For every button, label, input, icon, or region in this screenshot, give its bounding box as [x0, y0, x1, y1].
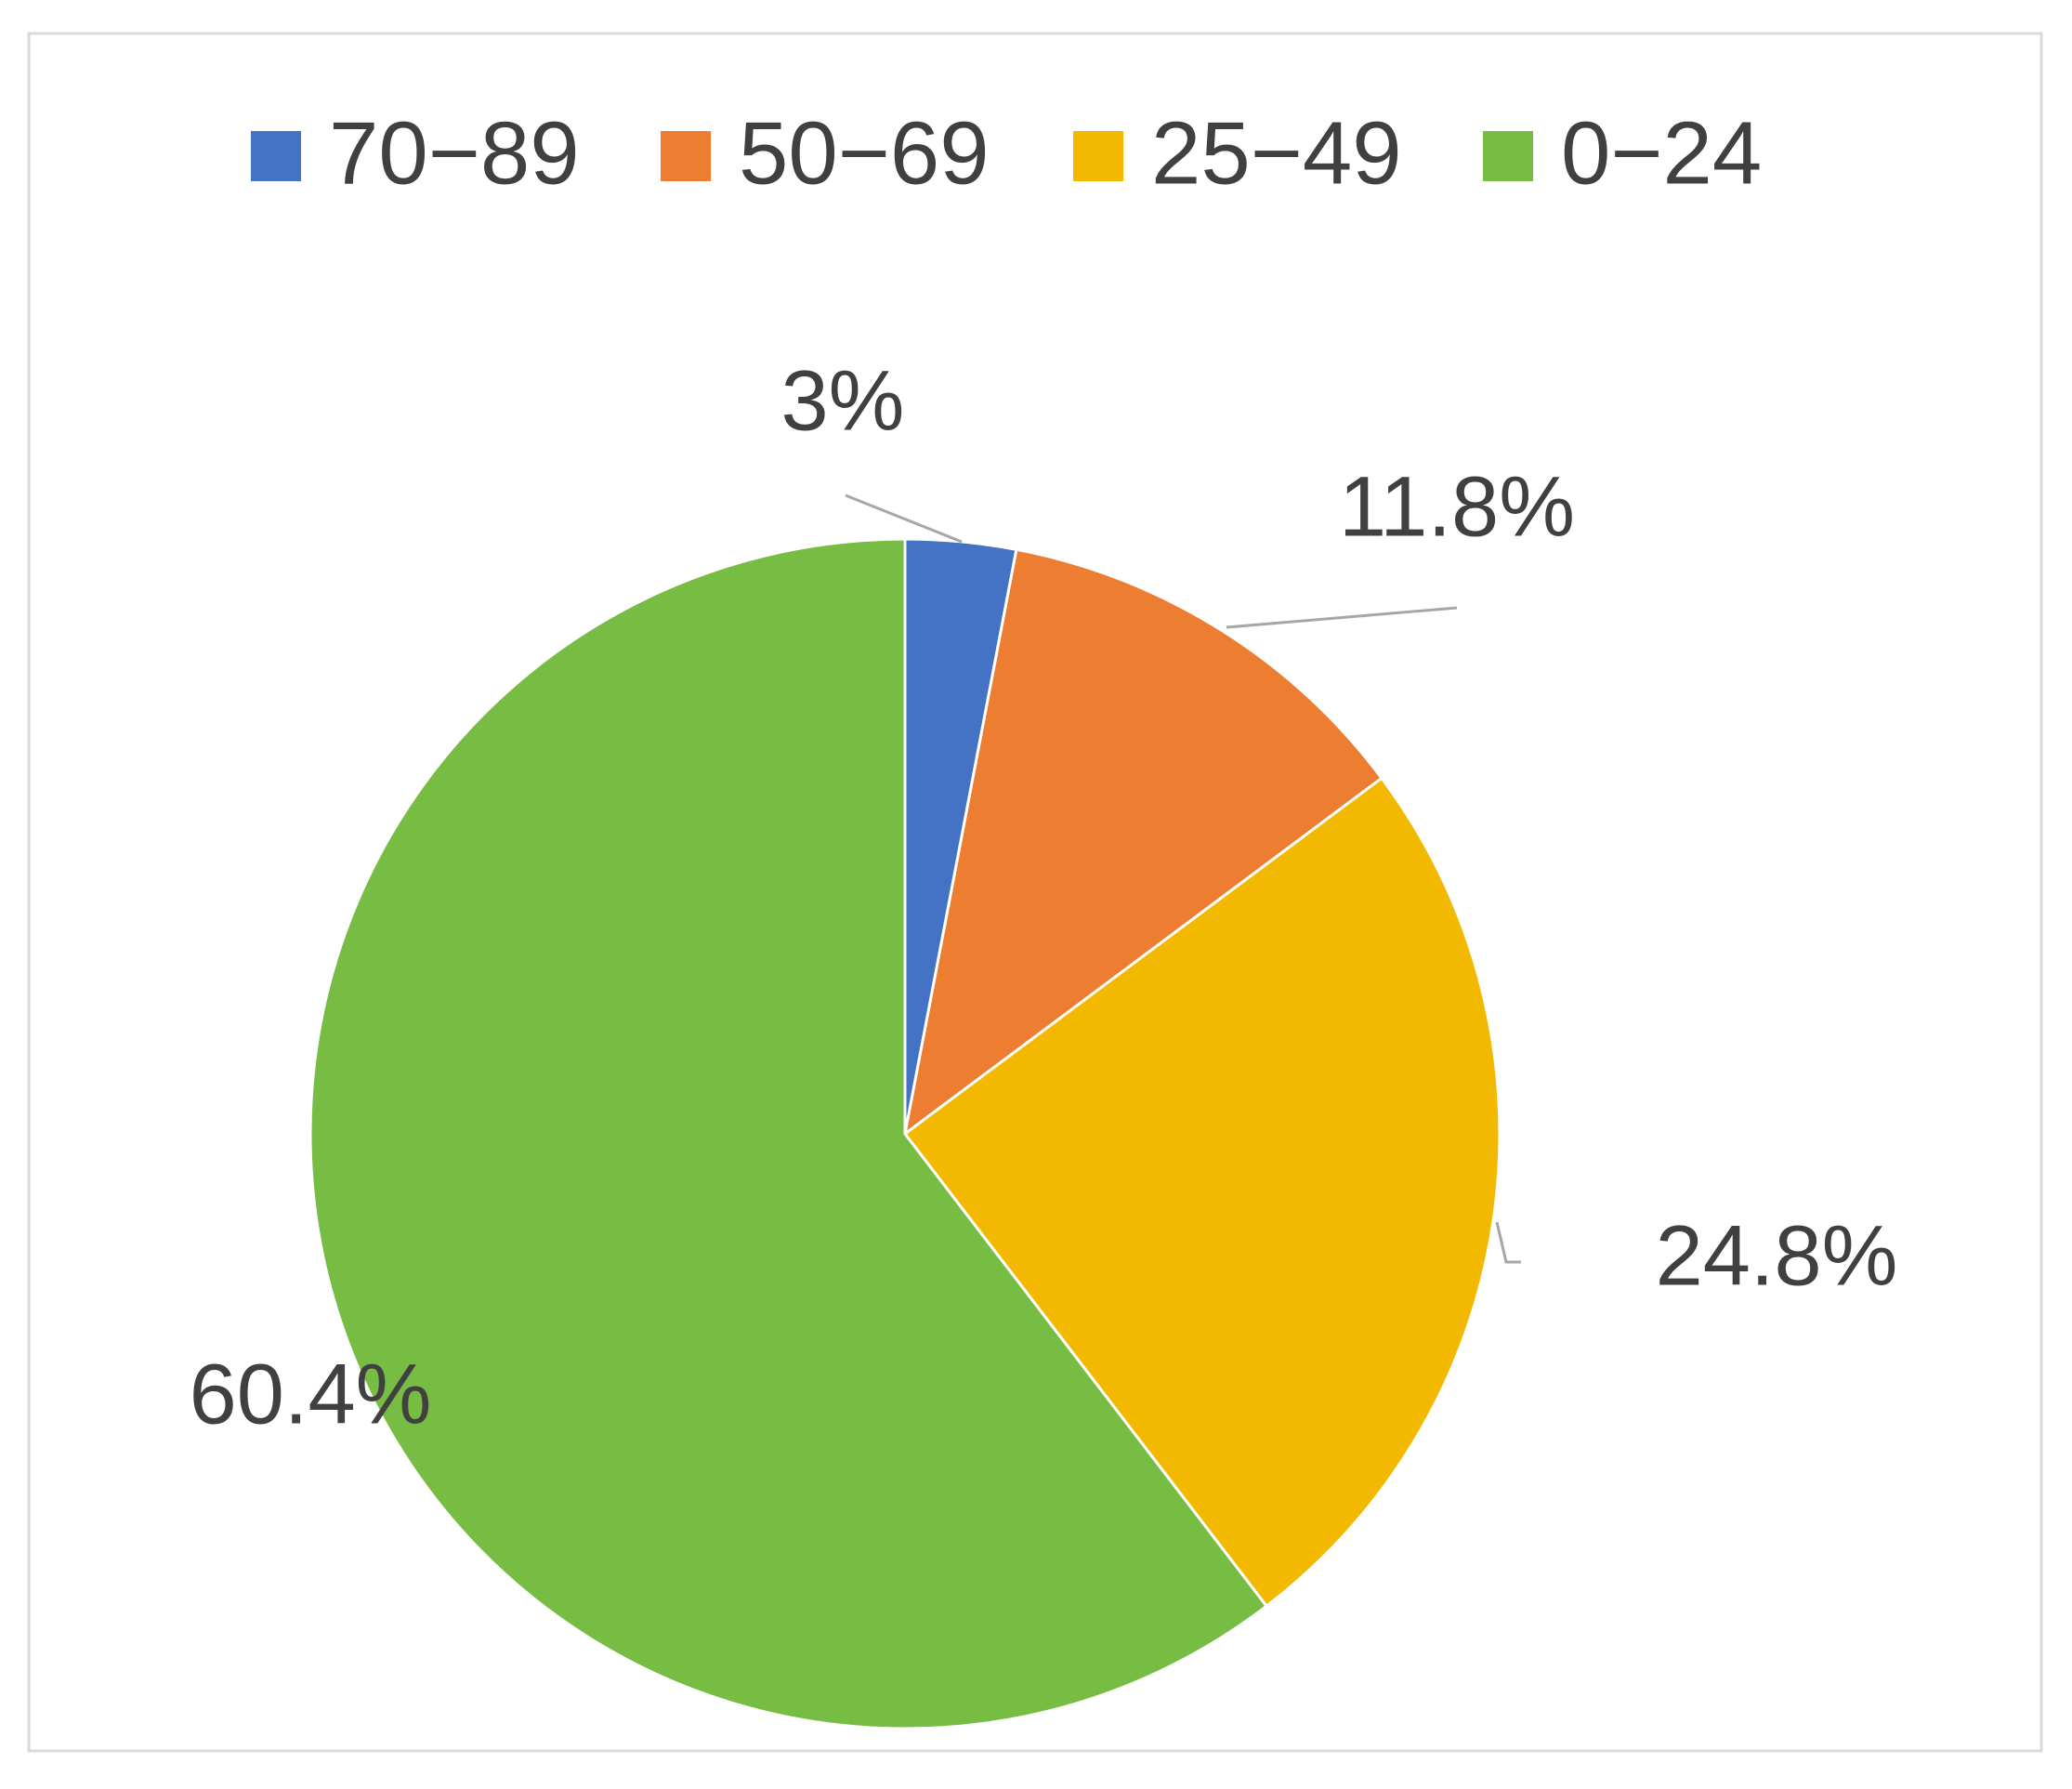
- legend-label: 25−49: [1151, 103, 1402, 203]
- legend-swatch: [1073, 131, 1123, 181]
- data-label: 11.8%: [1339, 459, 1575, 554]
- data-label: 3%: [781, 353, 905, 448]
- leader-line: [1226, 606, 1458, 629]
- legend-swatch: [661, 131, 711, 181]
- leader-line: [845, 493, 963, 544]
- pie-slice: [308, 537, 1269, 1730]
- data-label: 24.8%: [1656, 1208, 1898, 1303]
- leader-line: [1495, 1221, 1521, 1264]
- data-label: 60.4%: [190, 1347, 432, 1441]
- legend-label: 0−24: [1561, 103, 1762, 203]
- legend-label: 50−69: [739, 103, 990, 203]
- legend-swatch: [1483, 131, 1533, 181]
- legend-label: 70−89: [329, 103, 580, 203]
- legend-swatch: [251, 131, 301, 181]
- pie-slice: [902, 776, 1502, 1609]
- pie-slice: [902, 547, 1384, 1138]
